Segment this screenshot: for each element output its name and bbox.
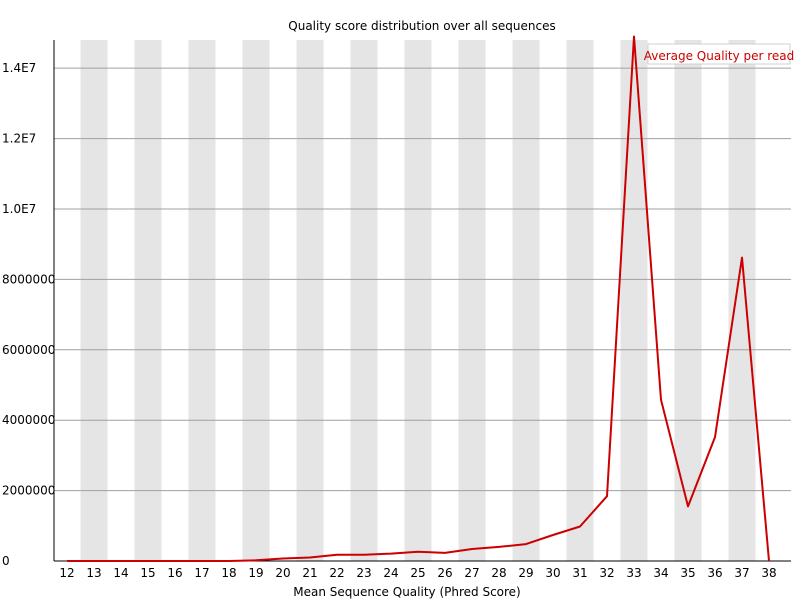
band-15 xyxy=(134,40,162,561)
x-tick-label: 26 xyxy=(437,566,452,580)
x-tick-label: 36 xyxy=(707,566,722,580)
x-tick-label: 23 xyxy=(356,566,371,580)
x-tick-label: 21 xyxy=(302,566,317,580)
y-tick-label: 0 xyxy=(2,554,10,568)
x-tick-label: 28 xyxy=(491,566,506,580)
y-tick-label: 2000000 xyxy=(2,484,55,498)
x-tick-label: 15 xyxy=(140,566,155,580)
band-33 xyxy=(620,40,648,561)
y-tick-labels: 0 2000000 4000000 6000000 8000000 1.0E7 1.2E7 1… xyxy=(2,61,55,568)
x-tick-label: 17 xyxy=(194,566,209,580)
x-tick-label: 18 xyxy=(221,566,236,580)
series-line-0 xyxy=(67,35,770,562)
legend-entry: Average Quality per read xyxy=(644,49,795,63)
x-tick-label: 32 xyxy=(599,566,614,580)
x-tick-labels: 12 13 14 15 16 17 18 19 20 21 22 23 24 25 26 27 28 29 30 31… xyxy=(59,566,776,580)
legend: Average Quality per read xyxy=(644,43,795,65)
band-23 xyxy=(350,40,378,561)
y-tick-label: 1.4E7 xyxy=(2,61,36,75)
band-17 xyxy=(188,40,216,561)
band-13 xyxy=(80,40,108,561)
x-tick-label: 35 xyxy=(680,566,695,580)
series-layer xyxy=(66,35,770,562)
band-31 xyxy=(566,40,594,561)
chart-title: Quality score distribution over all sequ… xyxy=(288,19,555,33)
legend-box xyxy=(647,43,791,65)
x-tick-label: 24 xyxy=(383,566,398,580)
horizontal-gridlines xyxy=(54,67,791,492)
y-tick-label: 1.2E7 xyxy=(2,132,36,146)
x-tick-label: 33 xyxy=(626,566,641,580)
x-tick-label: 27 xyxy=(464,566,479,580)
x-tick-label: 19 xyxy=(248,566,263,580)
x-tick-label: 31 xyxy=(572,566,587,580)
x-tick-label: 37 xyxy=(734,566,749,580)
alternating-bands xyxy=(80,40,756,561)
x-tick-label: 29 xyxy=(518,566,533,580)
y-tick-label: 8000000 xyxy=(2,272,55,286)
x-tick-label: 30 xyxy=(545,566,560,580)
band-27 xyxy=(458,40,486,561)
x-tick-label: 20 xyxy=(275,566,290,580)
y-tick-label: 4000000 xyxy=(2,413,55,427)
x-tick-label: 22 xyxy=(329,566,344,580)
x-tick-label: 38 xyxy=(761,566,776,580)
x-tick-label: 25 xyxy=(410,566,425,580)
x-tick-label: 13 xyxy=(86,566,101,580)
x-tick-label: 16 xyxy=(167,566,182,580)
band-21 xyxy=(296,40,324,561)
band-25 xyxy=(404,40,432,561)
x-tick-label: 34 xyxy=(653,566,668,580)
x-axis-label: Mean Sequence Quality (Phred Score) xyxy=(293,585,521,599)
band-29 xyxy=(512,40,540,561)
x-tick-label: 12 xyxy=(59,566,74,580)
x-tick-label: 14 xyxy=(113,566,128,580)
y-tick-label: 6000000 xyxy=(2,343,55,357)
band-37 xyxy=(728,40,756,561)
y-tick-label: 1.0E7 xyxy=(2,202,36,216)
band-19 xyxy=(242,40,270,561)
